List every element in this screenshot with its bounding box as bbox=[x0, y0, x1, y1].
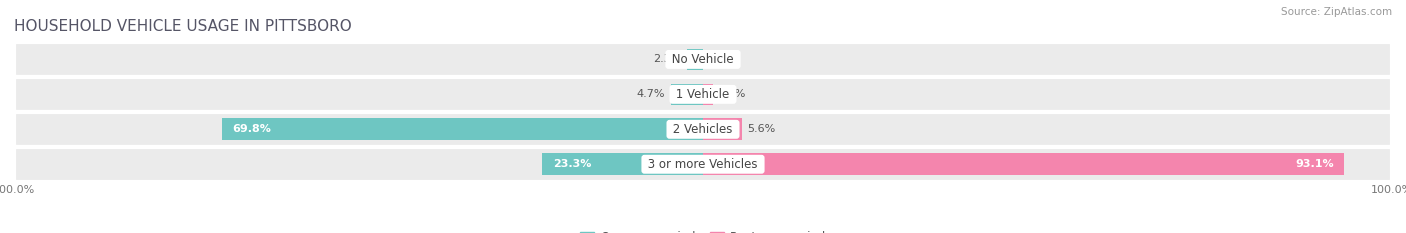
Bar bbox=[222, 118, 703, 140]
Text: HOUSEHOLD VEHICLE USAGE IN PITTSBORO: HOUSEHOLD VEHICLE USAGE IN PITTSBORO bbox=[14, 19, 352, 34]
Text: Source: ZipAtlas.com: Source: ZipAtlas.com bbox=[1281, 7, 1392, 17]
Bar bbox=[543, 153, 703, 175]
Bar bbox=[14, 112, 1392, 147]
Text: 69.8%: 69.8% bbox=[232, 124, 271, 134]
Bar bbox=[703, 83, 713, 105]
Text: 3 or more Vehicles: 3 or more Vehicles bbox=[644, 158, 762, 171]
Bar bbox=[703, 118, 741, 140]
Text: 1.4%: 1.4% bbox=[718, 89, 747, 99]
Text: 4.7%: 4.7% bbox=[637, 89, 665, 99]
Text: 1 Vehicle: 1 Vehicle bbox=[672, 88, 734, 101]
Text: 23.3%: 23.3% bbox=[553, 159, 591, 169]
Bar bbox=[14, 77, 1392, 112]
Bar bbox=[688, 49, 703, 70]
Bar bbox=[14, 147, 1392, 182]
Text: 2.3%: 2.3% bbox=[654, 55, 682, 64]
Text: No Vehicle: No Vehicle bbox=[668, 53, 738, 66]
Legend: Owner-occupied, Renter-occupied: Owner-occupied, Renter-occupied bbox=[575, 226, 831, 233]
Text: 2 Vehicles: 2 Vehicles bbox=[669, 123, 737, 136]
Text: 93.1%: 93.1% bbox=[1295, 159, 1334, 169]
Bar bbox=[703, 153, 1344, 175]
Bar bbox=[671, 83, 703, 105]
Text: 0.0%: 0.0% bbox=[709, 55, 737, 64]
Bar bbox=[14, 42, 1392, 77]
Text: 5.6%: 5.6% bbox=[747, 124, 775, 134]
